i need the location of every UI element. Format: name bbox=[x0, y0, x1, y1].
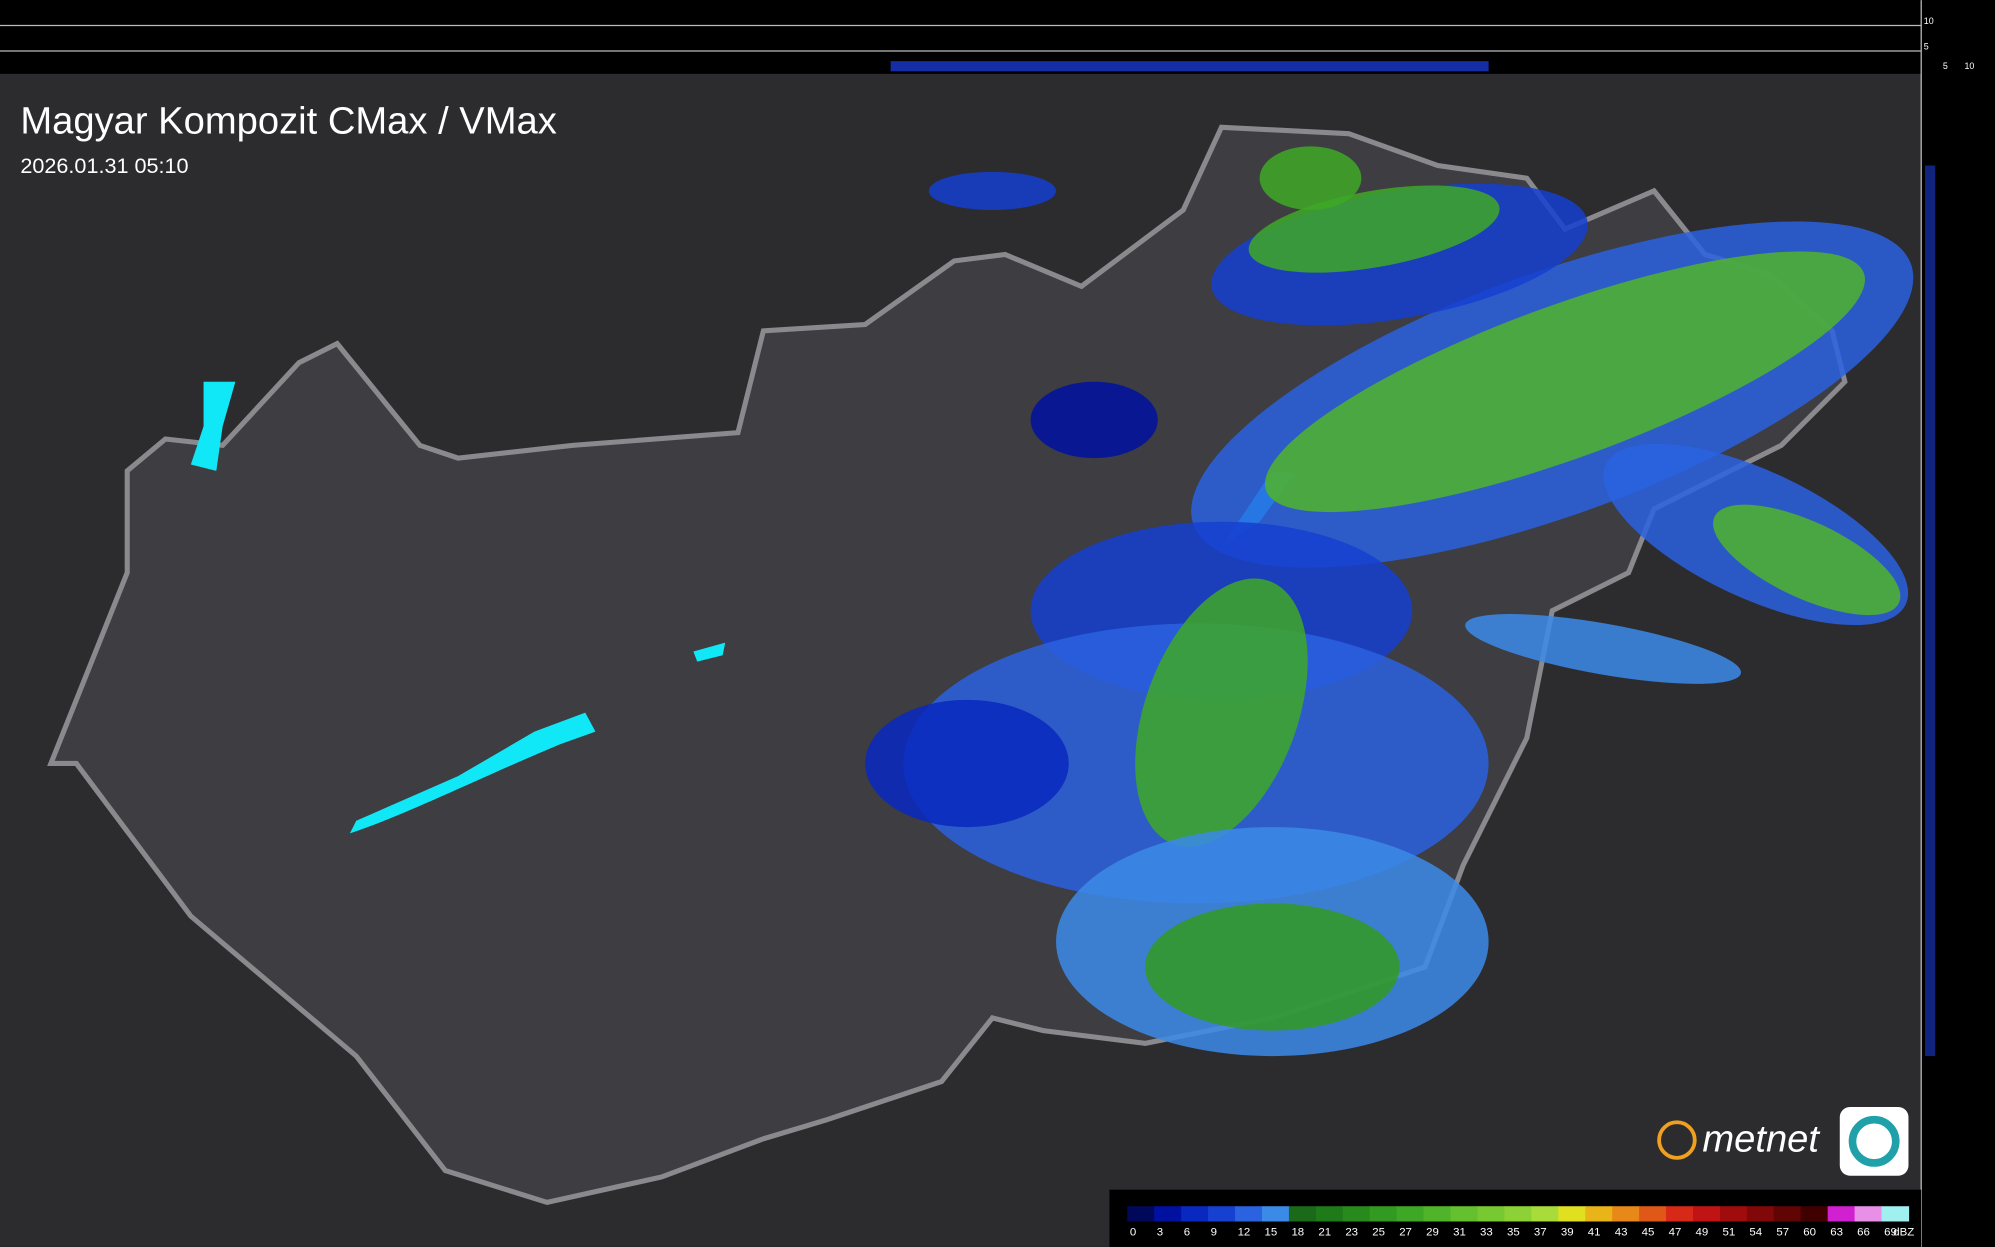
legend-unit: dBZ bbox=[1893, 1226, 1914, 1238]
legend-swatch bbox=[1531, 1206, 1559, 1222]
legend-swatch bbox=[1746, 1206, 1775, 1222]
legend-label: 66 bbox=[1857, 1226, 1870, 1238]
legend-swatch bbox=[1423, 1206, 1452, 1222]
legend-label: 21 bbox=[1318, 1226, 1331, 1238]
legend-label: 43 bbox=[1615, 1226, 1628, 1238]
legend-label: 63 bbox=[1830, 1226, 1843, 1238]
legend-swatch bbox=[1666, 1206, 1694, 1222]
legend-swatch bbox=[1450, 1206, 1479, 1222]
legend-swatch bbox=[1827, 1206, 1856, 1222]
profile-echo bbox=[890, 61, 1489, 72]
legend-label: 69 bbox=[1884, 1226, 1897, 1238]
legend-label: 18 bbox=[1291, 1226, 1304, 1238]
legend-label: 37 bbox=[1534, 1226, 1547, 1238]
lake bbox=[693, 642, 726, 662]
legend-label: 49 bbox=[1696, 1226, 1709, 1238]
logo: metnet bbox=[1657, 1106, 1909, 1176]
radar-echo bbox=[865, 699, 1069, 828]
legend-swatch bbox=[1719, 1206, 1748, 1222]
legend-swatch bbox=[1504, 1206, 1532, 1222]
lake bbox=[349, 712, 596, 834]
legend-label: 57 bbox=[1776, 1226, 1789, 1238]
logo-sun bbox=[1657, 1120, 1697, 1160]
legend-label: 25 bbox=[1372, 1226, 1385, 1238]
radar-echo bbox=[1264, 251, 1865, 513]
legend-label: 3 bbox=[1157, 1226, 1163, 1238]
legend-swatch bbox=[1612, 1206, 1640, 1222]
radar-echo bbox=[1030, 381, 1158, 459]
legend-label: 45 bbox=[1642, 1226, 1655, 1238]
legend-swatch bbox=[1288, 1206, 1317, 1222]
legend-label: 31 bbox=[1453, 1226, 1466, 1238]
legend-label: 6 bbox=[1184, 1226, 1190, 1238]
legend-swatch bbox=[1154, 1206, 1182, 1222]
legend-label: 39 bbox=[1561, 1226, 1574, 1238]
legend-label: 54 bbox=[1749, 1226, 1762, 1238]
logo-text: metnet bbox=[1702, 1118, 1820, 1161]
legend-swatch bbox=[1477, 1206, 1506, 1222]
legend-swatch bbox=[1639, 1206, 1667, 1222]
radar-echo bbox=[1145, 903, 1400, 1031]
legend-swatch bbox=[1881, 1206, 1910, 1222]
legend-swatch bbox=[1585, 1206, 1613, 1222]
legend-label: 12 bbox=[1238, 1226, 1251, 1238]
legend-swatch bbox=[1315, 1206, 1344, 1222]
legend-label: 51 bbox=[1722, 1226, 1735, 1238]
legend-label: 35 bbox=[1507, 1226, 1520, 1238]
profile-label: 5 bbox=[1924, 42, 1929, 52]
profile-label: 10 bbox=[1964, 61, 1974, 71]
legend-label: 47 bbox=[1669, 1226, 1682, 1238]
title: Magyar Kompozit CMax / VMax bbox=[20, 100, 556, 143]
legend-swatch bbox=[1127, 1206, 1155, 1222]
legend-label: 0 bbox=[1130, 1226, 1136, 1238]
legend-swatch bbox=[1208, 1206, 1236, 1222]
radar-echo bbox=[928, 171, 1057, 210]
legend-label: 15 bbox=[1265, 1226, 1278, 1238]
legend-swatch bbox=[1235, 1206, 1263, 1222]
radar-echo bbox=[1135, 578, 1308, 847]
legend-swatch bbox=[1369, 1206, 1398, 1222]
radar-echo bbox=[1465, 614, 1742, 684]
legend-swatch bbox=[1773, 1206, 1802, 1222]
timestamp: 2026.01.31 05:10 bbox=[20, 153, 188, 178]
legend-label: 27 bbox=[1399, 1226, 1412, 1238]
legend-label: 41 bbox=[1588, 1226, 1601, 1238]
legend-label: 23 bbox=[1345, 1226, 1358, 1238]
legend-label: 9 bbox=[1211, 1226, 1217, 1238]
profile-label: 10 bbox=[1924, 16, 1934, 26]
legend-label: 60 bbox=[1803, 1226, 1816, 1238]
radar-echo bbox=[1713, 504, 1901, 616]
legend-swatch bbox=[1692, 1206, 1721, 1222]
legend-label: 29 bbox=[1426, 1226, 1439, 1238]
legend-swatch bbox=[1800, 1206, 1829, 1222]
profile-echo bbox=[1925, 165, 1936, 1057]
lake bbox=[190, 381, 236, 471]
legend-swatch bbox=[1342, 1206, 1371, 1222]
legend-label: 33 bbox=[1480, 1226, 1493, 1238]
legend-swatch bbox=[1558, 1206, 1586, 1222]
legend-swatch bbox=[1854, 1206, 1883, 1222]
logo-swirl bbox=[1848, 1115, 1900, 1167]
radar-echo bbox=[1259, 146, 1362, 210]
profile-label: 5 bbox=[1943, 61, 1948, 71]
legend-swatch bbox=[1181, 1206, 1209, 1222]
legend-swatch bbox=[1396, 1206, 1425, 1222]
legend-swatch bbox=[1261, 1206, 1290, 1222]
